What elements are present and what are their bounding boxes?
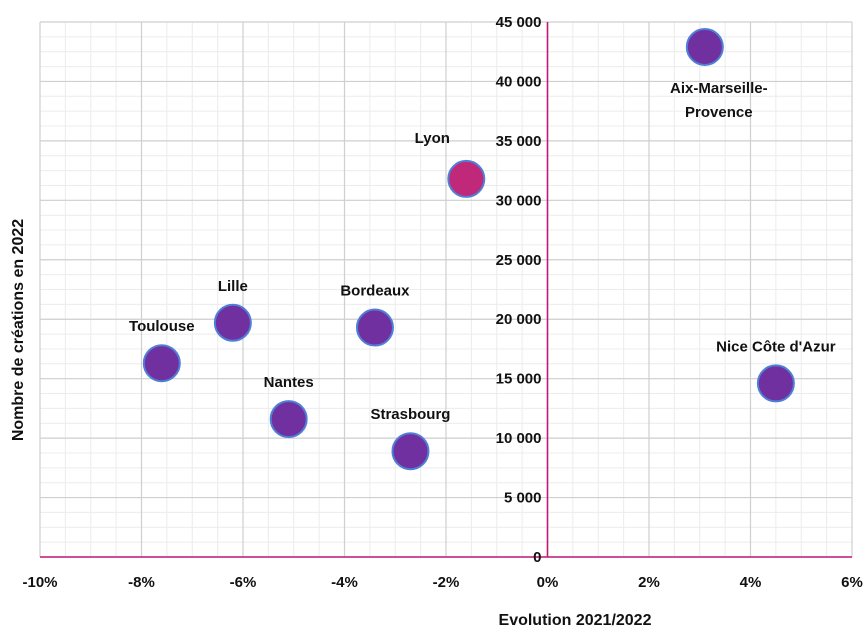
x-tick-label: -10% bbox=[22, 574, 57, 591]
data-label: Lyon bbox=[415, 130, 450, 147]
data-point bbox=[447, 159, 486, 198]
data-point bbox=[142, 344, 181, 383]
y-axis-title: Nombre de créations en 2022 bbox=[10, 219, 27, 441]
x-tick-label: -8% bbox=[128, 574, 155, 591]
major-grid bbox=[39, 21, 853, 558]
data-label: Nantes bbox=[264, 374, 314, 391]
data-label: Nice Côte d'Azur bbox=[716, 338, 836, 355]
y-tick-label: 0 bbox=[533, 549, 541, 566]
data-point bbox=[269, 400, 308, 439]
x-tick-labels: -10% -8% -6% -4% -2% 0% 2% 4% 6% bbox=[22, 574, 862, 591]
x-tick-label: 2% bbox=[638, 574, 660, 591]
data-point bbox=[355, 308, 394, 347]
y-tick-label: 35 000 bbox=[496, 133, 542, 150]
data-points bbox=[142, 27, 795, 471]
x-axis-title: Evolution 2021/2022 bbox=[499, 612, 652, 627]
data-label: Aix-Marseille-Provence bbox=[670, 80, 768, 121]
data-point bbox=[685, 27, 724, 66]
y-tick-labels: 0 5 000 10 000 15 000 20 000 25 000 30 000 35 0… bbox=[496, 14, 542, 566]
y-tick-label: 40 000 bbox=[496, 73, 542, 90]
data-point bbox=[213, 303, 252, 342]
point-labels: Aix-Marseille-Provence Lyon Bordeaux Lille T… bbox=[129, 80, 836, 423]
data-point bbox=[756, 364, 795, 403]
x-tick-label: 4% bbox=[740, 574, 762, 591]
y-tick-label: 45 000 bbox=[496, 14, 542, 31]
data-point bbox=[391, 432, 430, 471]
x-tick-label: -2% bbox=[433, 574, 460, 591]
y-tick-label: 15 000 bbox=[496, 371, 542, 388]
data-label: Strasbourg bbox=[370, 406, 450, 423]
x-tick-label: 6% bbox=[841, 574, 863, 591]
y-tick-label: 25 000 bbox=[496, 252, 542, 269]
y-tick-label: 5 000 bbox=[504, 490, 542, 507]
y-tick-label: 30 000 bbox=[496, 192, 542, 209]
x-tick-label: 0% bbox=[537, 574, 559, 591]
axes bbox=[40, 22, 852, 558]
y-tick-label: 20 000 bbox=[496, 311, 542, 328]
data-label: Lille bbox=[218, 278, 248, 295]
y-tick-label: 10 000 bbox=[496, 430, 542, 447]
x-tick-label: -6% bbox=[230, 574, 257, 591]
data-label: Bordeaux bbox=[340, 283, 410, 300]
data-label: Toulouse bbox=[129, 318, 195, 335]
x-tick-label: -4% bbox=[331, 574, 358, 591]
